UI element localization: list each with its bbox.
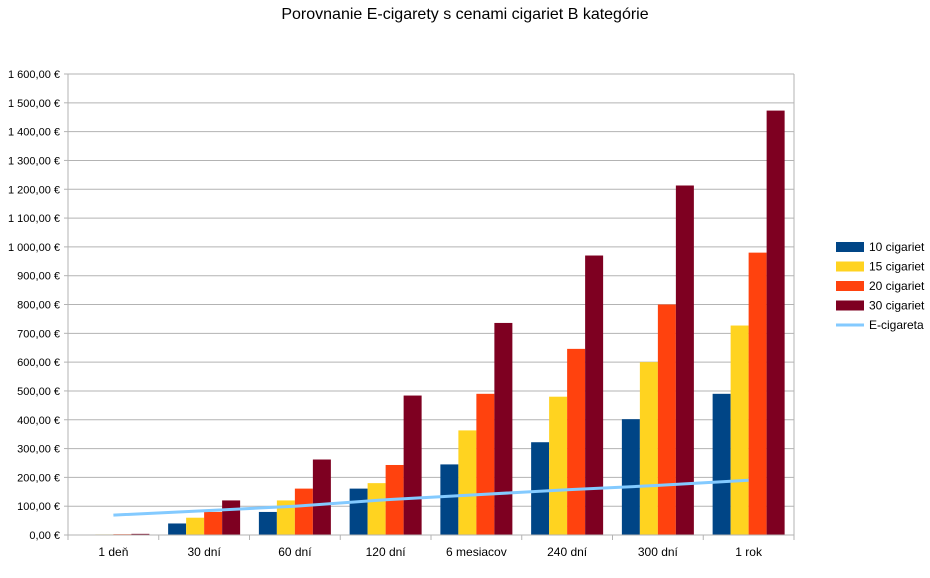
legend-label: 10 cigariet	[869, 240, 925, 254]
x-category-label: 300 dní	[638, 545, 679, 559]
bar-10-cigariet	[440, 464, 459, 535]
legend-label: 20 cigariet	[869, 279, 925, 293]
bar-20-cigariet	[204, 511, 223, 535]
bar-30-cigariet	[222, 500, 241, 535]
y-tick-label: 1 000,00 €	[8, 242, 60, 254]
legend: 10 cigariet 15 cigariet 20 cigariet 30 ciga…	[836, 240, 925, 332]
bars	[77, 110, 785, 536]
bar-10-cigariet	[258, 511, 277, 535]
bar-15-cigariet	[549, 396, 568, 535]
legend-swatch	[836, 242, 864, 252]
bar-20-cigariet	[657, 304, 676, 535]
x-category-label: 60 dní	[278, 545, 312, 559]
bar-20-cigariet	[567, 348, 586, 535]
bar-20-cigariet	[294, 488, 313, 535]
bar-10-cigariet	[712, 393, 731, 535]
y-tick-label: 900,00 €	[17, 271, 60, 283]
x-category-label: 30 dní	[187, 545, 221, 559]
legend-label: E-cigareta	[869, 318, 924, 332]
y-tick-label: 600,00 €	[17, 357, 60, 369]
bar-20-cigariet	[748, 252, 767, 535]
y-tick-label: 500,00 €	[17, 386, 60, 398]
legend-label: 15 cigariet	[869, 260, 925, 274]
y-tick-label: 400,00 €	[17, 415, 60, 427]
bar-30-cigariet	[312, 459, 331, 535]
line-E-cigareta	[113, 478, 749, 517]
bar-30-cigariet	[403, 395, 422, 535]
y-axis-ticks: 0,00 € 100,00 € 200,00 € 300,00 € 400,00 € 50…	[8, 69, 68, 542]
legend-swatch	[836, 261, 864, 272]
y-tick-label: 800,00 €	[17, 300, 60, 312]
bar-15-cigariet	[186, 517, 205, 535]
bar-30-cigariet	[766, 110, 785, 536]
bar-10-cigariet	[621, 419, 640, 535]
grid-lines	[68, 73, 794, 536]
x-category-label: 1 deň	[98, 545, 128, 559]
x-category-label: 1 rok	[735, 545, 763, 559]
legend-label: 30 cigariet	[869, 299, 925, 313]
x-category-label: 240 dní	[547, 545, 588, 559]
y-tick-label: 200,00 €	[17, 472, 60, 484]
axes	[67, 74, 795, 540]
y-tick-label: 300,00 €	[17, 444, 60, 456]
y-tick-label: 1 100,00 €	[8, 213, 60, 225]
bar-20-cigariet	[476, 393, 495, 535]
legend-swatch	[836, 300, 864, 311]
y-tick-label: 1 500,00 €	[8, 98, 60, 110]
bar-10-cigariet	[168, 523, 187, 535]
y-tick-label: 1 200,00 €	[8, 184, 60, 196]
bar-15-cigariet	[458, 430, 477, 535]
line-series	[113, 478, 749, 517]
x-axis-categories: 1 deň 30 dní 60 dní 120 dní 6 mesiacov 240 dn…	[98, 545, 763, 559]
bar-15-cigariet	[639, 362, 658, 535]
y-tick-label: 1 400,00 €	[8, 127, 60, 139]
y-tick-label: 700,00 €	[17, 328, 60, 340]
legend-swatch	[836, 281, 864, 291]
bar-10-cigariet	[531, 442, 550, 535]
bar-15-cigariet	[730, 325, 749, 535]
chart-title: Porovnanie E-cigarety s cenami cigariet …	[281, 6, 649, 23]
y-tick-label: 0,00 €	[29, 530, 60, 542]
bar-15-cigariet	[276, 500, 295, 535]
bar-30-cigariet	[675, 185, 694, 535]
bar-30-cigariet	[585, 255, 604, 536]
y-tick-label: 1 300,00 €	[8, 155, 60, 167]
bar-10-cigariet	[349, 488, 368, 535]
bar-30-cigariet	[131, 533, 150, 535]
x-category-label: 6 mesiacov	[446, 545, 507, 559]
y-tick-label: 1 600,00 €	[8, 69, 60, 81]
bar-30-cigariet	[494, 322, 513, 535]
x-category-label: 120 dní	[366, 545, 407, 559]
y-tick-label: 100,00 €	[17, 501, 60, 513]
bar-15-cigariet	[367, 483, 386, 535]
